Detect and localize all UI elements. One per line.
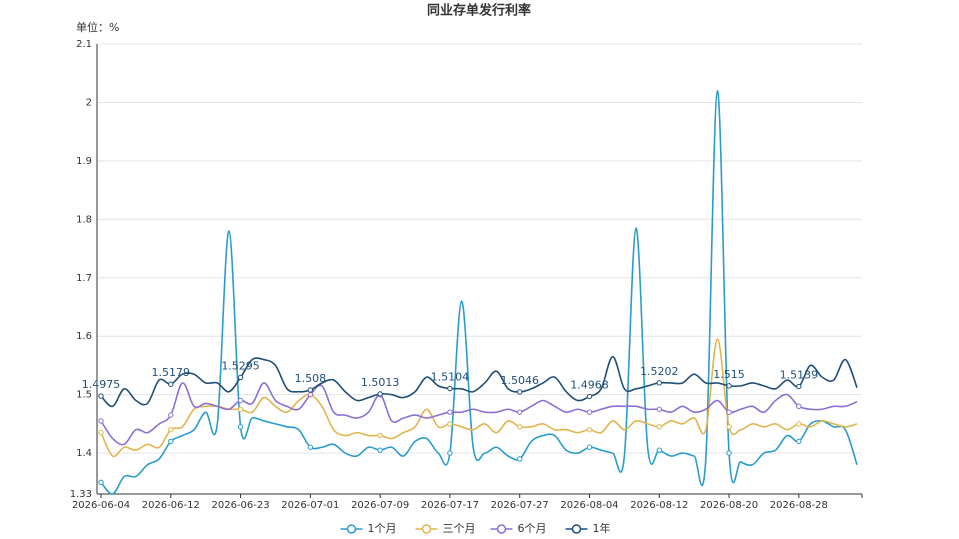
point: [168, 381, 174, 387]
point: [98, 393, 104, 399]
point: [517, 409, 523, 415]
point: [447, 421, 453, 427]
chart-title: 同业存单发行利率: [427, 3, 531, 19]
series: [98, 89, 858, 495]
series: [98, 382, 858, 446]
point: [656, 424, 662, 430]
y-tick-label: 1.33: [70, 489, 92, 500]
x-tick-label: 2026-06-23: [212, 500, 270, 511]
point: [307, 444, 314, 450]
point: [586, 427, 593, 433]
point: [447, 450, 453, 456]
unit-label: 单位：%: [76, 20, 119, 34]
series: 1.4975 1.5179 1.5295 1.508 1.5013 1.5104 1.504…: [82, 355, 858, 408]
legend-marker: [421, 524, 432, 534]
point: [98, 479, 104, 486]
data-label: 1.5104: [431, 371, 470, 384]
y-tick-label: 1.7: [76, 273, 92, 284]
y-tick-label: 2.1: [76, 39, 92, 50]
point: [586, 409, 593, 415]
point: [377, 447, 383, 453]
y-tick-label: 2: [86, 97, 92, 108]
y-tick-label: 1.9: [76, 156, 92, 167]
legend-label: 1个月: [368, 522, 397, 535]
point: [517, 456, 523, 462]
legend-label: 三个月: [443, 522, 476, 535]
legend-item[interactable]: 1年: [565, 521, 611, 535]
point: [656, 447, 662, 453]
point: [447, 409, 453, 415]
point: [98, 418, 104, 424]
x-tick-label: 2026-06-04: [72, 500, 130, 511]
point: [237, 424, 244, 430]
point: [586, 393, 593, 400]
line: [100, 89, 858, 495]
data-label: 1.4968: [570, 379, 609, 392]
point: [656, 380, 662, 386]
point: [796, 403, 802, 410]
series: [98, 338, 858, 458]
x-tick-label: 2026-08-20: [700, 500, 758, 511]
point: [168, 412, 174, 418]
point: [726, 424, 732, 430]
y-tick-label: 1.6: [76, 331, 92, 342]
legend-item[interactable]: 6个月: [490, 522, 547, 535]
point: [98, 429, 104, 436]
x-tick-label: 2026-07-01: [281, 500, 339, 511]
data-label: 1.5139: [780, 369, 819, 382]
point: [168, 438, 174, 445]
data-label: 1.5202: [640, 365, 679, 378]
point: [307, 391, 314, 398]
point: [796, 421, 802, 427]
data-label: 1.5179: [152, 366, 191, 379]
data-label: 1.5013: [361, 376, 400, 389]
point: [377, 391, 383, 397]
y-tick-label: 1.8: [76, 214, 92, 225]
legend-marker: [496, 524, 507, 534]
x-tick-label: 2026-08-12: [630, 500, 688, 511]
x-tick-label: 2026-07-17: [421, 500, 479, 511]
point: [517, 424, 523, 430]
point: [796, 383, 802, 390]
point: [586, 444, 593, 450]
x-tick-label: 2026-06-12: [142, 500, 200, 511]
point: [726, 409, 732, 415]
point: [237, 397, 244, 404]
legend-item[interactable]: 三个月: [415, 522, 476, 535]
legend-marker: [346, 524, 357, 534]
legend-label: 6个月: [518, 522, 547, 535]
point: [237, 374, 244, 381]
point: [447, 385, 453, 392]
point: [377, 432, 383, 439]
data-label: 1.515: [713, 368, 745, 381]
point: [307, 387, 314, 393]
data-label: 1.5295: [221, 359, 260, 372]
line: [100, 338, 858, 458]
data-label: 1.5046: [500, 374, 539, 387]
data-label: 1.508: [295, 372, 327, 385]
x-tick-label: 2026-08-28: [770, 500, 828, 511]
legend-label: 1年: [593, 521, 611, 535]
point: [237, 406, 244, 412]
y-tick-label: 1.5: [76, 390, 92, 401]
point: [517, 389, 523, 395]
point: [726, 450, 732, 456]
point: [796, 438, 802, 445]
x-tick-label: 2026-07-09: [351, 500, 409, 511]
x-tick-label: 2026-08-04: [560, 500, 618, 511]
line: [100, 355, 858, 408]
legend-marker: [571, 524, 582, 534]
point: [168, 427, 174, 433]
point: [656, 406, 662, 412]
legend-item[interactable]: 1个月: [340, 522, 397, 535]
point: [726, 383, 732, 389]
x-tick-label: 2026-07-27: [491, 500, 549, 511]
y-tick-label: 1.4: [76, 448, 92, 459]
data-label: 1.4975: [82, 378, 121, 391]
